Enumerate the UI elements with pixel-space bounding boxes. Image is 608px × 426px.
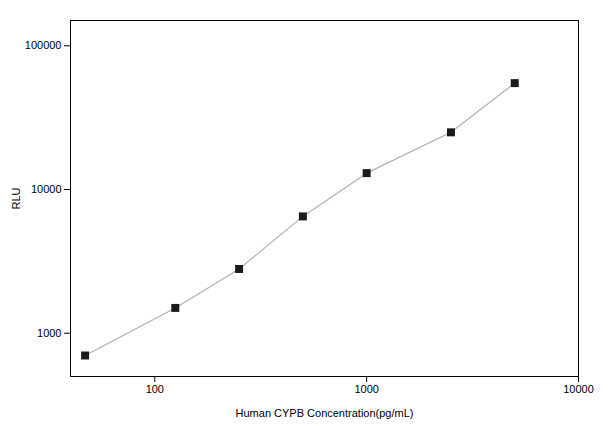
svg-text:100: 100 [146, 383, 164, 395]
svg-text:100000: 100000 [25, 39, 62, 51]
svg-text:RLU: RLU [10, 187, 22, 209]
svg-text:Human CYPB Concentration(pg/mL: Human CYPB Concentration(pg/mL) [236, 407, 414, 419]
svg-text:10000: 10000 [563, 383, 594, 395]
svg-text:10000: 10000 [31, 183, 62, 195]
svg-text:1000: 1000 [37, 327, 61, 339]
svg-text:1000: 1000 [354, 383, 378, 395]
